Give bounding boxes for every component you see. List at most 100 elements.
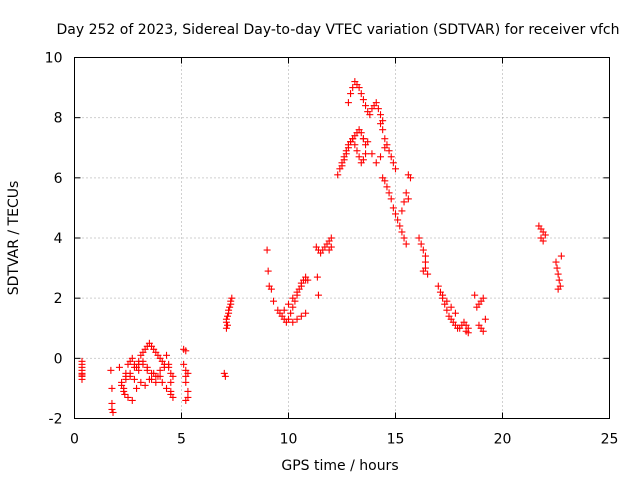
data-point	[419, 246, 427, 254]
data-point	[362, 102, 370, 110]
y-tick-label: 0	[54, 351, 63, 367]
data-point	[121, 390, 129, 398]
data-point	[421, 252, 429, 260]
data-point	[392, 210, 399, 218]
data-point	[169, 372, 177, 380]
data-point	[377, 120, 385, 128]
data-point	[387, 195, 395, 203]
data-point	[362, 150, 370, 158]
chart-title: Day 252 of 2023, Sidereal Day-to-day VTE…	[56, 22, 619, 38]
data-point	[158, 378, 166, 386]
data-point	[381, 135, 389, 143]
data-point	[228, 294, 236, 302]
data-point	[553, 264, 561, 272]
data-point	[402, 189, 410, 197]
y-axis-label: SDTVAR / TECUs	[6, 181, 22, 296]
data-point	[302, 276, 310, 284]
data-point	[451, 309, 459, 317]
data-point	[270, 297, 278, 305]
data-point	[325, 246, 333, 254]
data-point	[383, 141, 391, 149]
data-point	[357, 129, 365, 137]
data-point	[377, 153, 385, 161]
data-point	[389, 159, 397, 167]
data-point	[227, 297, 235, 305]
data-point	[447, 303, 455, 311]
data-point	[224, 312, 232, 320]
data-point	[107, 366, 115, 374]
data-point	[165, 363, 173, 371]
data-point	[443, 306, 451, 314]
data-point	[471, 291, 479, 299]
data-point	[169, 393, 177, 401]
data-point	[143, 366, 151, 374]
data-point	[439, 291, 447, 299]
data-point	[108, 399, 116, 407]
data-point	[280, 306, 288, 314]
x-tick-label: 5	[177, 432, 186, 448]
data-point	[419, 267, 427, 275]
grid-lines	[74, 57, 610, 419]
data-point	[78, 371, 86, 379]
data-point	[479, 294, 487, 302]
data-point	[182, 378, 190, 386]
data-point	[349, 84, 357, 92]
data-point	[297, 282, 305, 290]
data-point	[554, 285, 562, 293]
data-point	[115, 363, 123, 371]
data-point	[108, 384, 116, 392]
data-point	[342, 150, 350, 158]
data-point	[404, 195, 412, 203]
data-point	[133, 384, 141, 392]
data-point	[314, 291, 322, 299]
data-point	[224, 321, 232, 329]
y-tick-label: 4	[54, 231, 63, 247]
data-point	[554, 270, 562, 278]
data-point	[182, 347, 190, 355]
data-point	[415, 234, 423, 242]
data-point	[400, 234, 408, 242]
data-point	[417, 240, 425, 248]
data-point	[163, 351, 171, 359]
data-point	[128, 396, 136, 404]
data-point	[285, 300, 292, 308]
data-point	[122, 375, 130, 383]
data-point	[148, 375, 156, 383]
data-point	[355, 153, 363, 161]
data-point	[359, 135, 367, 143]
data-point	[264, 267, 272, 275]
data-point	[406, 174, 414, 182]
data-point	[222, 324, 230, 332]
data-point	[124, 393, 132, 401]
data-point	[424, 270, 432, 278]
data-point	[464, 329, 472, 337]
data-point	[285, 315, 292, 323]
data-point	[163, 384, 171, 392]
data-point	[372, 159, 380, 167]
data-point	[347, 90, 355, 98]
data-point	[293, 288, 301, 296]
data-point	[355, 84, 363, 92]
data-point	[385, 189, 393, 197]
data-point	[338, 162, 346, 170]
data-point	[182, 396, 190, 404]
data-point	[481, 315, 489, 323]
data-points	[78, 78, 565, 416]
y-tick-label: 10	[45, 51, 63, 67]
data-point	[385, 147, 393, 155]
data-point	[156, 372, 164, 380]
data-point	[557, 252, 565, 260]
data-point	[130, 363, 138, 371]
data-point	[184, 369, 192, 377]
data-point	[372, 99, 380, 107]
data-point	[118, 381, 126, 389]
data-point	[344, 99, 352, 107]
data-point	[340, 156, 348, 164]
data-point	[267, 285, 275, 293]
data-point	[383, 183, 391, 191]
data-point	[359, 156, 367, 164]
data-point	[396, 222, 404, 230]
data-point	[109, 408, 117, 416]
data-point	[221, 372, 229, 380]
